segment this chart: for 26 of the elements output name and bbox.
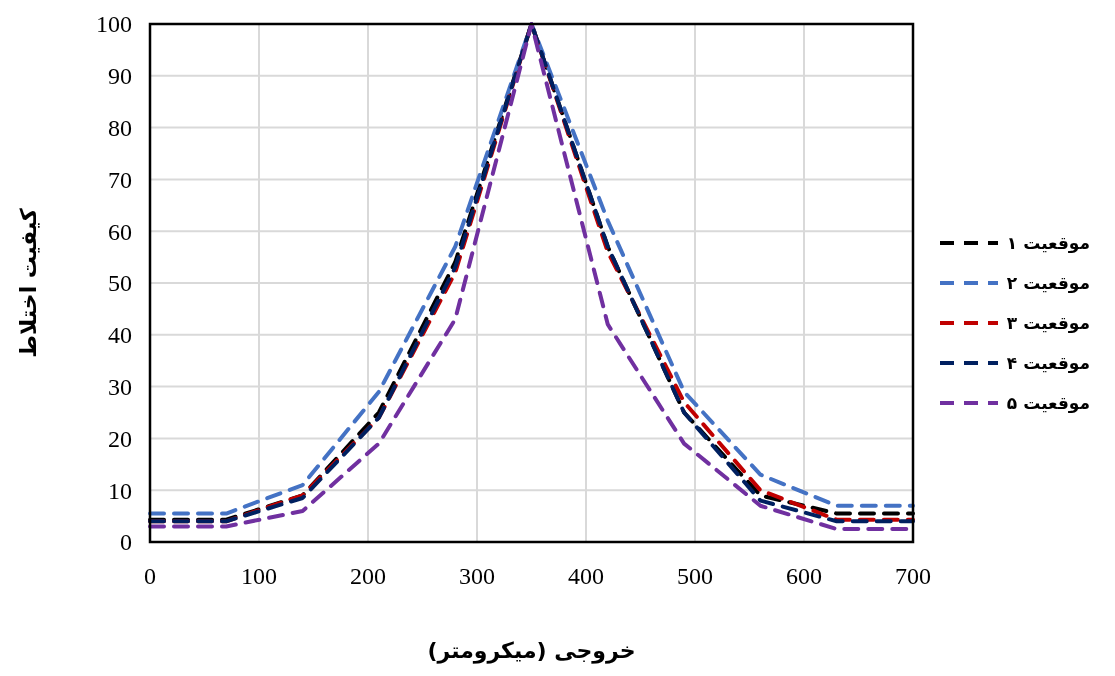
y-tick-label: 20: [108, 425, 132, 452]
y-tick-label: 10: [108, 477, 132, 504]
x-tick-label: 400: [568, 563, 604, 589]
y-tick-label: 100: [96, 11, 132, 38]
legend-label: موقعیت ۱: [1006, 232, 1090, 254]
x-tick-label: 700: [895, 563, 931, 589]
x-tick-label: 300: [459, 563, 495, 589]
x-tick-label: 100: [241, 563, 277, 589]
y-tick-label: 60: [108, 218, 132, 245]
x-axis-title: خروجی (میکرومتر): [427, 638, 636, 664]
x-tick-label: 600: [786, 563, 822, 589]
y-tick-label: 70: [108, 166, 132, 193]
y-tick-label: 0: [120, 529, 132, 556]
y-tick-label: 50: [108, 270, 132, 297]
y-axis-title: کیفیت اختلاط: [16, 208, 41, 358]
y-tick-label: 40: [108, 322, 132, 349]
y-tick-label: 30: [108, 374, 132, 400]
legend-label: موقعیت ۳: [1006, 312, 1090, 334]
x-tick-label: 0: [144, 563, 156, 589]
legend-label: موقعیت ۴: [1006, 352, 1090, 374]
x-tick-label: 200: [350, 563, 386, 589]
legend-label: موقعیت ۵: [1006, 392, 1090, 414]
x-tick-label: 500: [677, 563, 713, 589]
legend-label: موقعیت ۲: [1006, 272, 1090, 294]
y-tick-label: 80: [108, 115, 132, 141]
y-tick-label: 90: [108, 63, 132, 90]
